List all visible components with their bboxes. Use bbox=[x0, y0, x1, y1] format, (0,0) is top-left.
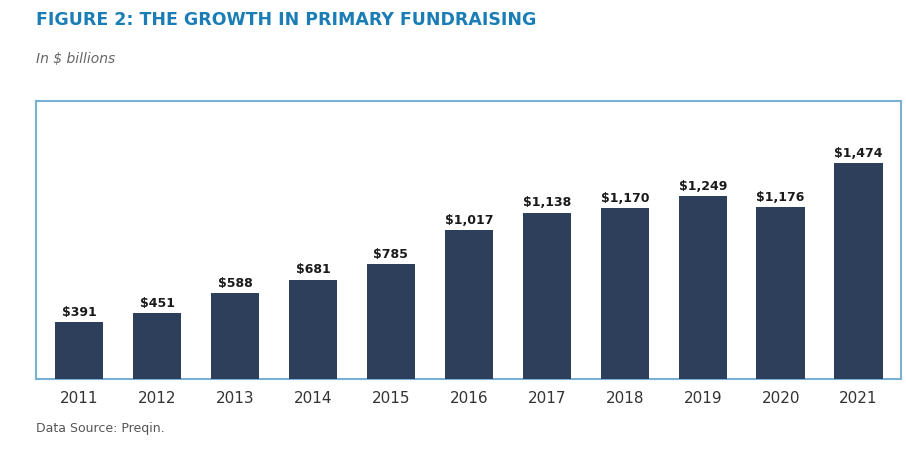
Bar bbox=[601, 208, 649, 379]
Bar bbox=[211, 293, 259, 379]
Bar bbox=[757, 207, 805, 379]
Bar bbox=[834, 163, 882, 379]
Text: Data Source: Preqin.: Data Source: Preqin. bbox=[36, 422, 165, 435]
Text: $1,017: $1,017 bbox=[445, 214, 493, 227]
Bar bbox=[679, 196, 727, 379]
Bar bbox=[445, 230, 493, 379]
Text: $451: $451 bbox=[140, 297, 175, 310]
Text: $681: $681 bbox=[295, 264, 331, 277]
Text: In $ billions: In $ billions bbox=[36, 52, 115, 66]
Text: $391: $391 bbox=[62, 306, 96, 319]
Bar bbox=[523, 213, 571, 379]
Text: FIGURE 2: THE GROWTH IN PRIMARY FUNDRAISING: FIGURE 2: THE GROWTH IN PRIMARY FUNDRAIS… bbox=[36, 11, 536, 29]
Text: $1,249: $1,249 bbox=[679, 180, 727, 193]
Bar bbox=[367, 264, 415, 379]
Text: $1,170: $1,170 bbox=[601, 192, 649, 205]
Bar bbox=[133, 313, 181, 379]
Text: $1,138: $1,138 bbox=[523, 197, 571, 209]
Bar bbox=[55, 322, 103, 379]
Text: $1,474: $1,474 bbox=[834, 147, 882, 160]
Text: $785: $785 bbox=[373, 248, 409, 261]
Bar bbox=[289, 280, 337, 379]
Text: $1,176: $1,176 bbox=[757, 191, 805, 204]
Text: $588: $588 bbox=[217, 277, 253, 290]
